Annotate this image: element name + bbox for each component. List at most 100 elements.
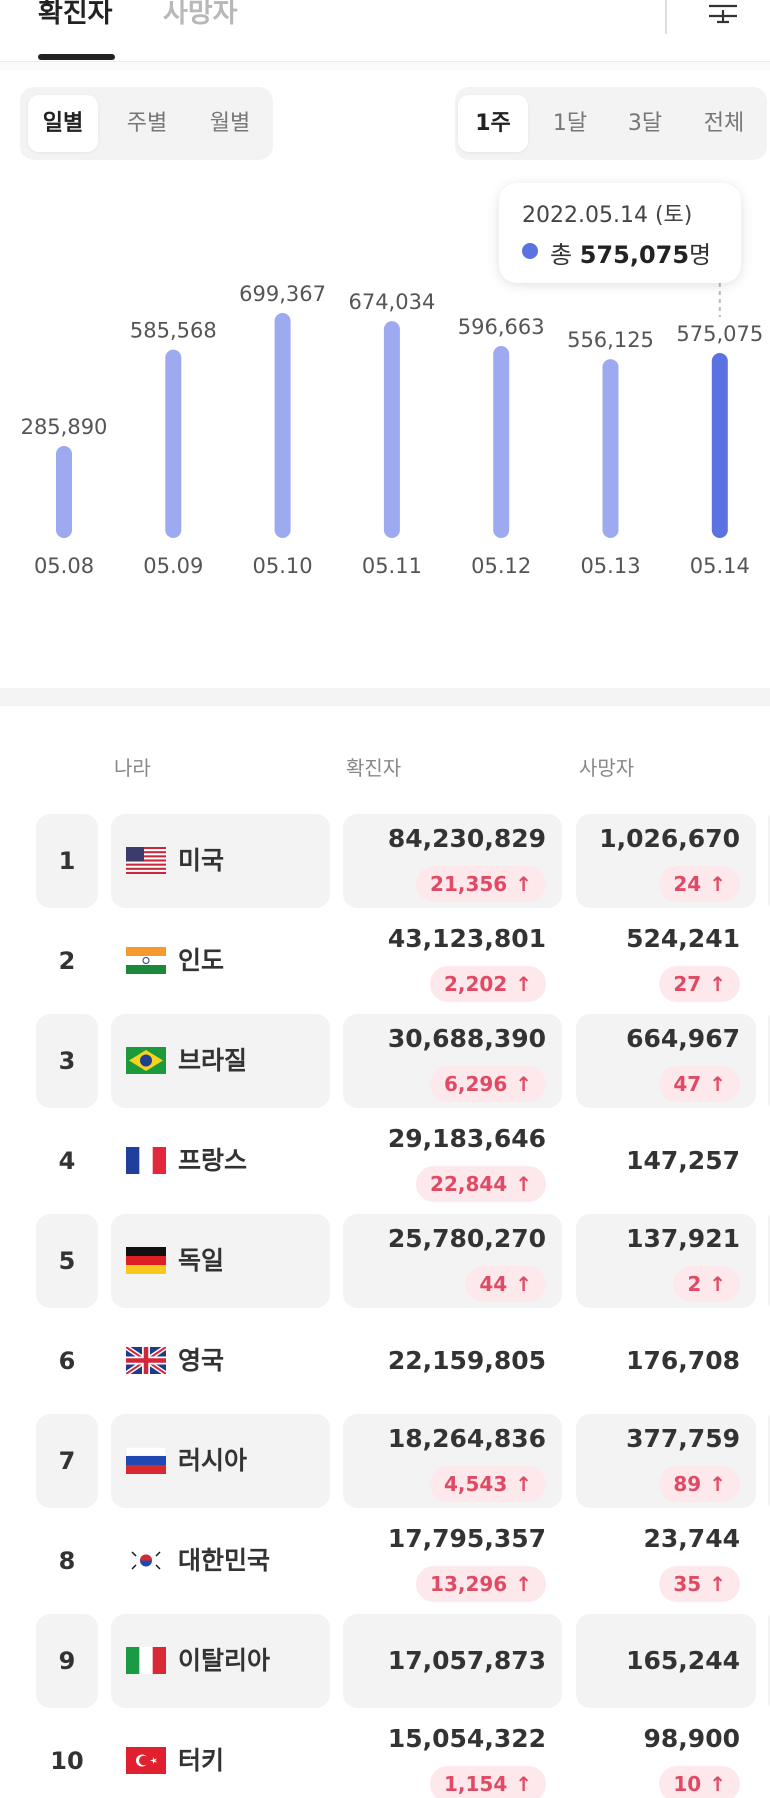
chart-bar[interactable] [711, 352, 728, 538]
turkey-flag-icon [126, 1747, 166, 1774]
range-1week-button[interactable]: 1주 [458, 95, 528, 152]
range-1month-button[interactable]: 1달 [552, 111, 588, 136]
range-3month-button[interactable]: 3달 [627, 111, 663, 136]
chart-bar[interactable] [383, 321, 400, 538]
deaths-delta-value: 27 [673, 972, 702, 996]
table-row[interactable]: 4 프랑스 29,183,646 22,844 ↑ 147,257 [0, 1110, 770, 1210]
country-name: 영국 [178, 1346, 225, 1375]
country-cell: 이탈리아 [111, 1614, 330, 1708]
range-all-button[interactable]: 전체 [703, 111, 745, 136]
table-row[interactable]: 7 러시아 18,264,836 4,543 ↑ 377,759 89 ↑ [0, 1410, 770, 1510]
confirmed-cell: 15,054,322 1,154 ↑ [343, 1714, 562, 1798]
table-row[interactable]: 2 인도 43,123,801 2,202 ↑ 524,241 27 ↑ [0, 910, 770, 1010]
deaths-delta-value: 24 [673, 872, 702, 896]
active-tab-indicator [38, 54, 115, 60]
up-arrow-icon: ↑ [515, 1272, 532, 1296]
country-cell: 프랑스 [111, 1114, 330, 1208]
france-flag-icon [126, 1147, 166, 1174]
confirmed-delta-value: 22,844 [430, 1172, 508, 1196]
country-cell: 독일 [111, 1214, 330, 1308]
deaths-total: 524,241 [626, 924, 740, 953]
up-arrow-icon: ↑ [709, 1772, 726, 1796]
confirmed-delta-badge: 2,202 ↑ [429, 966, 546, 1002]
us-flag-icon [126, 847, 166, 874]
filter-icon[interactable] [705, 0, 741, 32]
bar-value-label: 596,663 [458, 315, 545, 339]
period-daily-button[interactable]: 일별 [28, 95, 98, 152]
confirmed-delta-value: 13,296 [430, 1572, 508, 1596]
deaths-delta-badge: 47 ↑ [659, 1066, 740, 1102]
period-weekly-button[interactable]: 주별 [126, 111, 168, 136]
table-row[interactable]: 9 이탈리아 17,057,873 165,244 [0, 1610, 770, 1710]
table-row[interactable]: 3 브라질 30,688,390 6,296 ↑ 664,967 47 ↑ [0, 1010, 770, 1110]
deaths-total: 176,708 [626, 1346, 740, 1375]
rank-cell: 3 [36, 1014, 98, 1108]
rank-cell: 7 [36, 1414, 98, 1508]
x-tick-label: 05.12 [471, 554, 531, 578]
deaths-delta-badge: 2 ↑ [673, 1266, 740, 1302]
chart-bar[interactable] [56, 446, 72, 538]
confirmed-total: 84,230,829 [387, 824, 546, 853]
up-arrow-icon: ↑ [709, 1272, 726, 1296]
confirmed-delta-value: 2,202 [443, 972, 508, 996]
rank-cell: 5 [36, 1214, 98, 1308]
up-arrow-icon: ↑ [709, 1072, 726, 1096]
up-arrow-icon: ↑ [515, 872, 532, 896]
chart-bar[interactable] [602, 359, 619, 538]
deaths-delta-value: 2 [687, 1272, 702, 1296]
confirmed-delta-value: 1,154 [443, 1772, 508, 1796]
table-row[interactable]: 5 독일 25,780,270 44 ↑ 137,921 2 ↑ [0, 1210, 770, 1310]
deaths-total: 377,759 [626, 1424, 740, 1453]
next-column-cell [768, 1014, 770, 1108]
deaths-delta-badge: 10 ↑ [659, 1766, 740, 1798]
country-name: 프랑스 [178, 1146, 248, 1175]
up-arrow-icon: ↑ [515, 1472, 532, 1496]
rank-cell: 6 [58, 1347, 76, 1375]
deaths-total: 165,244 [626, 1646, 740, 1675]
russia-flag-icon [126, 1447, 166, 1474]
confirmed-cell: 25,780,270 44 ↑ [343, 1214, 562, 1308]
confirmed-total: 30,688,390 [387, 1024, 546, 1053]
table-row[interactable]: 8 대한민국 17,795,357 13,296 ↑ 23,744 35 ↑ [0, 1510, 770, 1610]
confirmed-total: 15,054,322 [387, 1724, 546, 1753]
x-tick-label: 05.13 [580, 554, 640, 578]
bar-value-label: 556,125 [567, 328, 654, 352]
table-row[interactable]: 10 터키 15,054,322 1,154 ↑ 98,900 10 ↑ [0, 1710, 770, 1798]
confirmed-total: 17,057,873 [387, 1646, 546, 1675]
deaths-delta-badge: 24 ↑ [659, 866, 740, 902]
deaths-cell: 98,900 10 ↑ [576, 1714, 756, 1798]
country-cell: 브라질 [111, 1014, 330, 1108]
deaths-total: 23,744 [643, 1524, 740, 1553]
table-row[interactable]: 1 미국 84,230,829 21,356 ↑ 1,026,670 24 ↑ [0, 810, 770, 910]
confirmed-cell: 84,230,829 21,356 ↑ [343, 814, 562, 908]
tab-deaths[interactable]: 사망자 [163, 0, 238, 29]
tab-confirmed[interactable]: 확진자 [38, 0, 113, 29]
confirmed-delta-badge: 13,296 ↑ [416, 1566, 546, 1602]
bar-value-label: 575,075 [676, 322, 763, 346]
period-monthly-button[interactable]: 월별 [209, 111, 251, 136]
chart-bar[interactable] [165, 349, 182, 538]
header-country: 나라 [114, 756, 151, 780]
up-arrow-icon: ↑ [515, 1572, 532, 1596]
next-column-cell [768, 1614, 770, 1708]
confirmed-total: 25,780,270 [387, 1224, 546, 1253]
confirmed-total: 43,123,801 [387, 924, 546, 953]
confirmed-delta-value: 21,356 [430, 872, 508, 896]
rank-cell: 8 [58, 1547, 76, 1575]
italy-flag-icon [126, 1647, 166, 1674]
up-arrow-icon: ↑ [709, 1572, 726, 1596]
section-divider [0, 688, 770, 706]
deaths-delta-badge: 89 ↑ [659, 1466, 740, 1502]
chart-bar[interactable] [493, 346, 510, 538]
country-name: 이탈리아 [178, 1646, 271, 1675]
confirmed-delta-value: 6,296 [443, 1072, 508, 1096]
country-name: 독일 [178, 1246, 225, 1275]
brazil-flag-icon [126, 1047, 166, 1074]
country-name: 미국 [178, 846, 225, 875]
table-row[interactable]: 6 영국 22,159,805 176,708 [0, 1310, 770, 1410]
chart-bar[interactable] [274, 313, 291, 538]
confirmed-delta-badge: 4,543 ↑ [429, 1466, 546, 1502]
confirmed-cell: 29,183,646 22,844 ↑ [343, 1114, 562, 1208]
period-toggle: 일별 주별 월별 [20, 87, 273, 160]
bar-value-label: 585,568 [130, 319, 217, 343]
